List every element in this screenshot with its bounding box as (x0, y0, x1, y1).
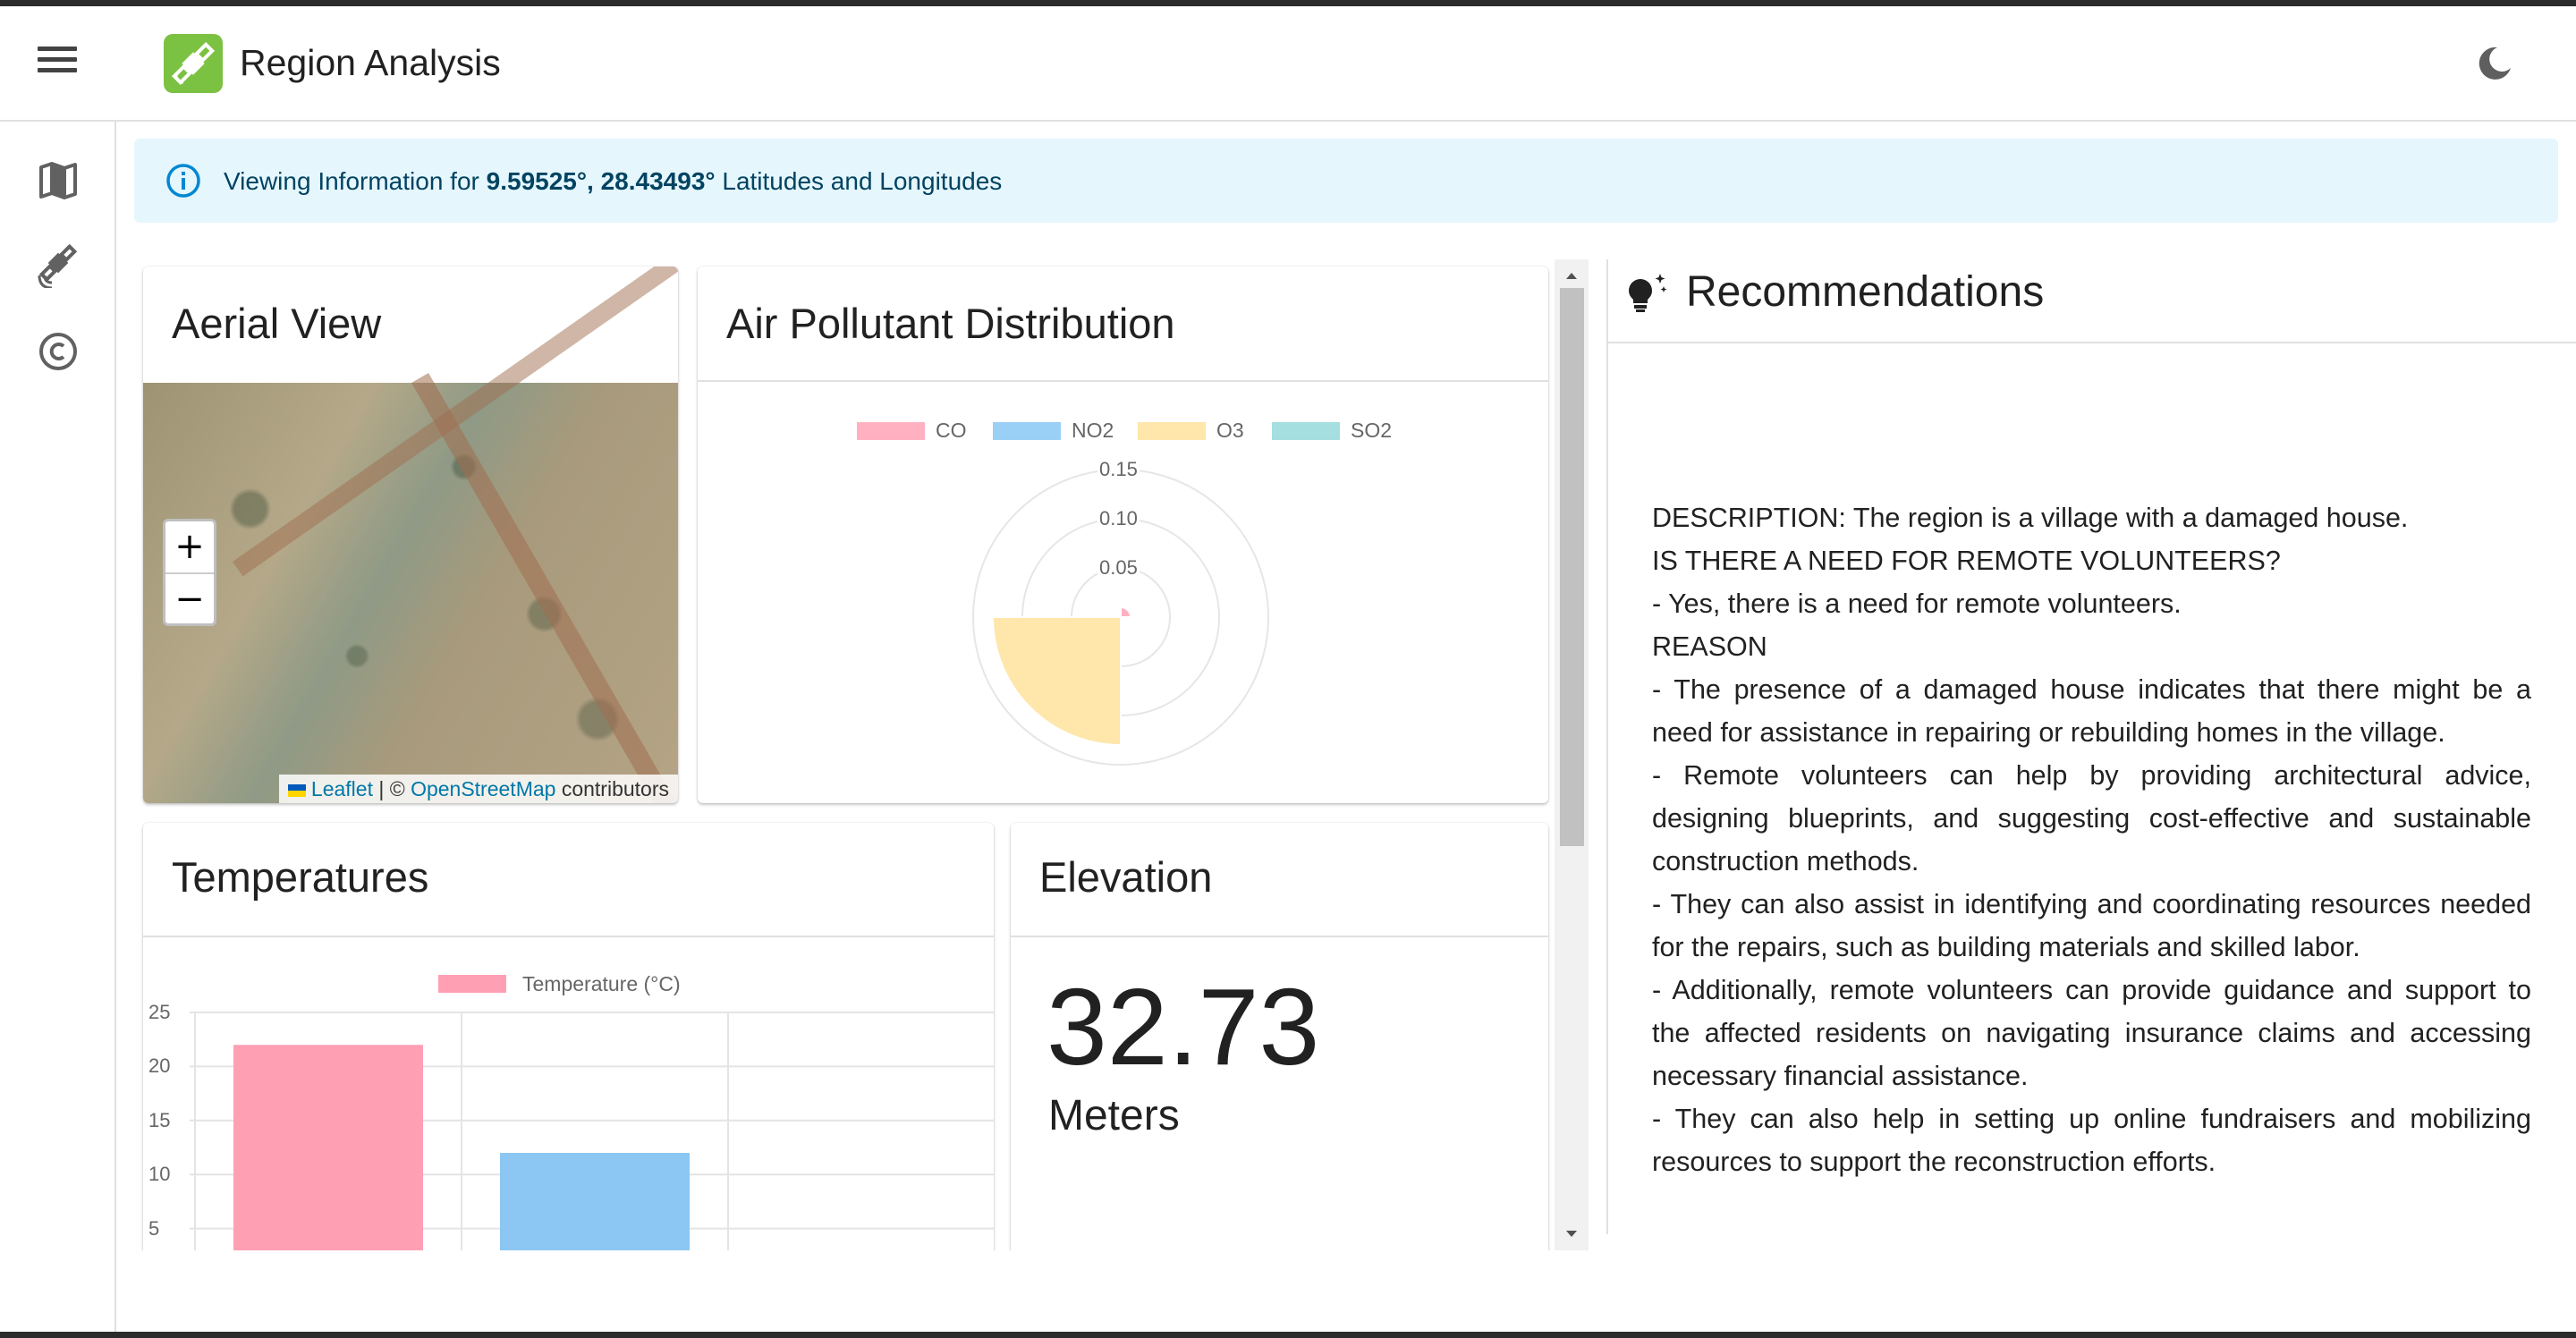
recommendation-line: DESCRIPTION: The region is a village wit… (1652, 503, 2409, 533)
polar-slice-o3 (991, 616, 1122, 747)
scrollbar-thumb[interactable] (1560, 288, 1584, 846)
legend-swatch-no2[interactable] (993, 422, 1061, 440)
recommendation-line: REASON (1652, 631, 1767, 662)
polar-tick-label: 0.05 (1097, 556, 1140, 580)
y-tick-label: 25 (148, 1001, 171, 1023)
polar-tick-label: 0.15 (1097, 458, 1140, 481)
polar-tick-label: 0.10 (1097, 507, 1140, 530)
map-icon[interactable] (36, 158, 80, 203)
recommendation-line: IS THERE A NEED FOR REMOTE VOLUNTEERS? (1652, 546, 2281, 576)
legend-label-co[interactable]: CO (936, 419, 967, 442)
satellite-icon (164, 34, 223, 93)
aerial-view-title: Aerial View (172, 300, 382, 347)
y-tick-label: 5 (148, 1216, 160, 1240)
y-tick-label: 10 (148, 1163, 171, 1186)
copyright-icon[interactable] (36, 329, 80, 374)
leaflet-link[interactable]: Leaflet (310, 777, 373, 800)
app-bar (0, 6, 2576, 122)
alert-coordinates: 9.59525°, 28.43493° (486, 167, 716, 195)
elevation-card: Elevation 32.73 Meters (1011, 823, 1548, 1270)
osm-link[interactable]: OpenStreetMap (411, 777, 556, 800)
aerial-map[interactable]: + − Leaflet | © OpenStreetMap contributo… (143, 267, 678, 803)
ukraine-flag-icon (287, 783, 306, 797)
temperatures-title: Temperatures (172, 853, 429, 901)
map-attribution: Leaflet | © OpenStreetMap contributors (278, 775, 678, 803)
app-title: Region Analysis (240, 42, 501, 83)
satellite-icon[interactable] (36, 243, 80, 290)
air-pollutant-card: Air Pollutant Distribution CO NO2 O3 SO2 0.… (698, 267, 1548, 803)
scroll-down-arrow[interactable] (1555, 1222, 1589, 1249)
legend-swatch-co[interactable] (857, 422, 925, 440)
y-tick-label: 15 (148, 1108, 171, 1131)
temperature-bar-1 (233, 1045, 423, 1270)
zoom-control: + − (163, 519, 216, 626)
recommendations-text: DESCRIPTION: The region is a village wit… (1652, 496, 2531, 1183)
polar-slice-co (1120, 605, 1132, 618)
top-border (0, 0, 2576, 6)
legend-label-o3[interactable]: O3 (1216, 419, 1244, 442)
alert-message: Viewing Information for 9.59525°, 28.434… (224, 167, 1003, 195)
info-icon (165, 162, 202, 199)
elevation-title: Elevation (1039, 853, 1213, 901)
temperatures-card: Temperatures Temperature (°C) 25 20 15 10 5 (143, 823, 994, 1270)
recommendation-line: - The presence of a damaged house indica… (1652, 674, 2531, 748)
legend-label-so2[interactable]: SO2 (1351, 419, 1393, 442)
legend-swatch-so2[interactable] (1272, 422, 1340, 440)
elevation-value: 32.73 (1046, 966, 1320, 1088)
scroll-up-arrow[interactable] (1555, 261, 1589, 288)
moon-icon[interactable] (2476, 45, 2513, 82)
bottom-border (0, 1332, 2576, 1338)
zoom-in-button[interactable]: + (165, 521, 214, 574)
recommendation-line: - They can also help in setting up onlin… (1652, 1104, 2531, 1177)
recommendation-line: - They can also assist in identifying an… (1652, 889, 2531, 962)
legend-swatch-o3[interactable] (1138, 422, 1206, 440)
recommendations-panel (1606, 259, 2576, 1234)
lightbulb-icon (1624, 268, 1671, 315)
air-pollutant-title: Air Pollutant Distribution (726, 300, 1175, 347)
aerial-view-card: Aerial View + − Leaflet | © OpenStreetMa… (143, 267, 678, 803)
sidebar (0, 122, 116, 1332)
temperature-legend-swatch (438, 975, 506, 993)
legend-label-no2[interactable]: NO2 (1072, 419, 1114, 442)
elevation-unit: Meters (1048, 1092, 1180, 1139)
temperature-legend-label: Temperature (°C) (522, 972, 681, 995)
recommendations-title: Recommendations (1686, 268, 2045, 316)
recommendation-line: - Remote volunteers can help by providin… (1652, 760, 2531, 876)
polar-area-chart (972, 469, 1269, 766)
menu-icon[interactable] (38, 47, 77, 79)
zoom-out-button[interactable]: − (174, 579, 205, 620)
recommendation-line: - Additionally, remote volunteers can pr… (1652, 975, 2531, 1091)
y-tick-label: 20 (148, 1054, 171, 1078)
recommendation-line: - Yes, there is a need for remote volunt… (1652, 589, 2182, 619)
recommendations-divider (1608, 342, 2576, 343)
temperature-bar-chart (190, 1012, 994, 1270)
info-alert (134, 139, 2558, 223)
